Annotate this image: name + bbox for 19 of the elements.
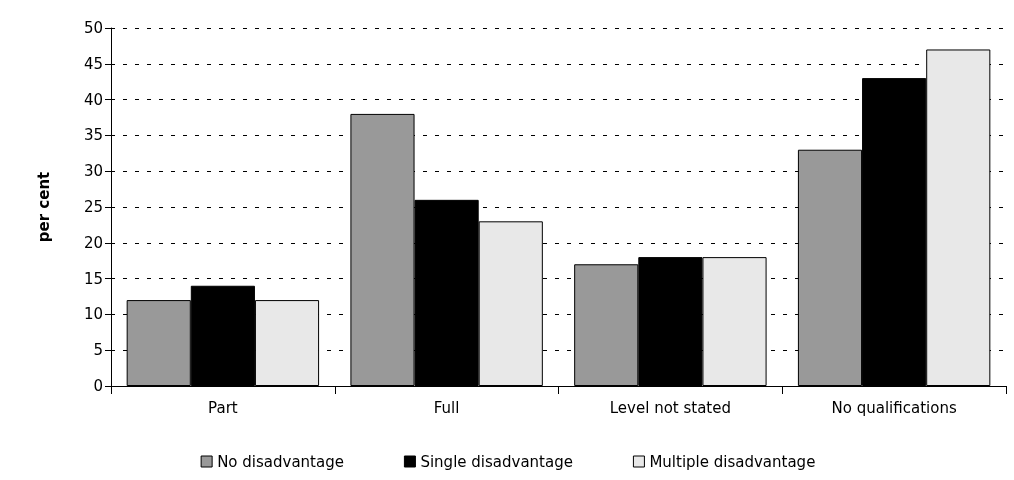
y-tick-label: 50 bbox=[83, 19, 103, 37]
y-tick-label: 30 bbox=[83, 162, 103, 181]
y-tick-label: 0 bbox=[93, 377, 103, 395]
y-tick-label: 20 bbox=[83, 233, 103, 252]
y-tick-label: 5 bbox=[93, 341, 103, 360]
y-tick-label: 15 bbox=[83, 269, 103, 288]
legend-label: Multiple disadvantage bbox=[649, 452, 816, 471]
y-axis-title: per cent bbox=[34, 171, 53, 243]
legend-label: Single disadvantage bbox=[420, 452, 573, 471]
x-tick-label: Full bbox=[433, 398, 460, 417]
x-tick-label: Level not stated bbox=[609, 398, 731, 417]
legend-label: No disadvantage bbox=[217, 452, 344, 471]
y-tick-label: 45 bbox=[83, 54, 103, 73]
y-tick-label: 35 bbox=[83, 126, 103, 145]
x-tick-label: No qualifications bbox=[831, 398, 957, 417]
y-tick-label: 25 bbox=[83, 198, 103, 216]
y-tick-label: 40 bbox=[83, 90, 103, 109]
x-tick-label: Part bbox=[208, 398, 238, 417]
y-tick-label: 10 bbox=[83, 305, 103, 324]
